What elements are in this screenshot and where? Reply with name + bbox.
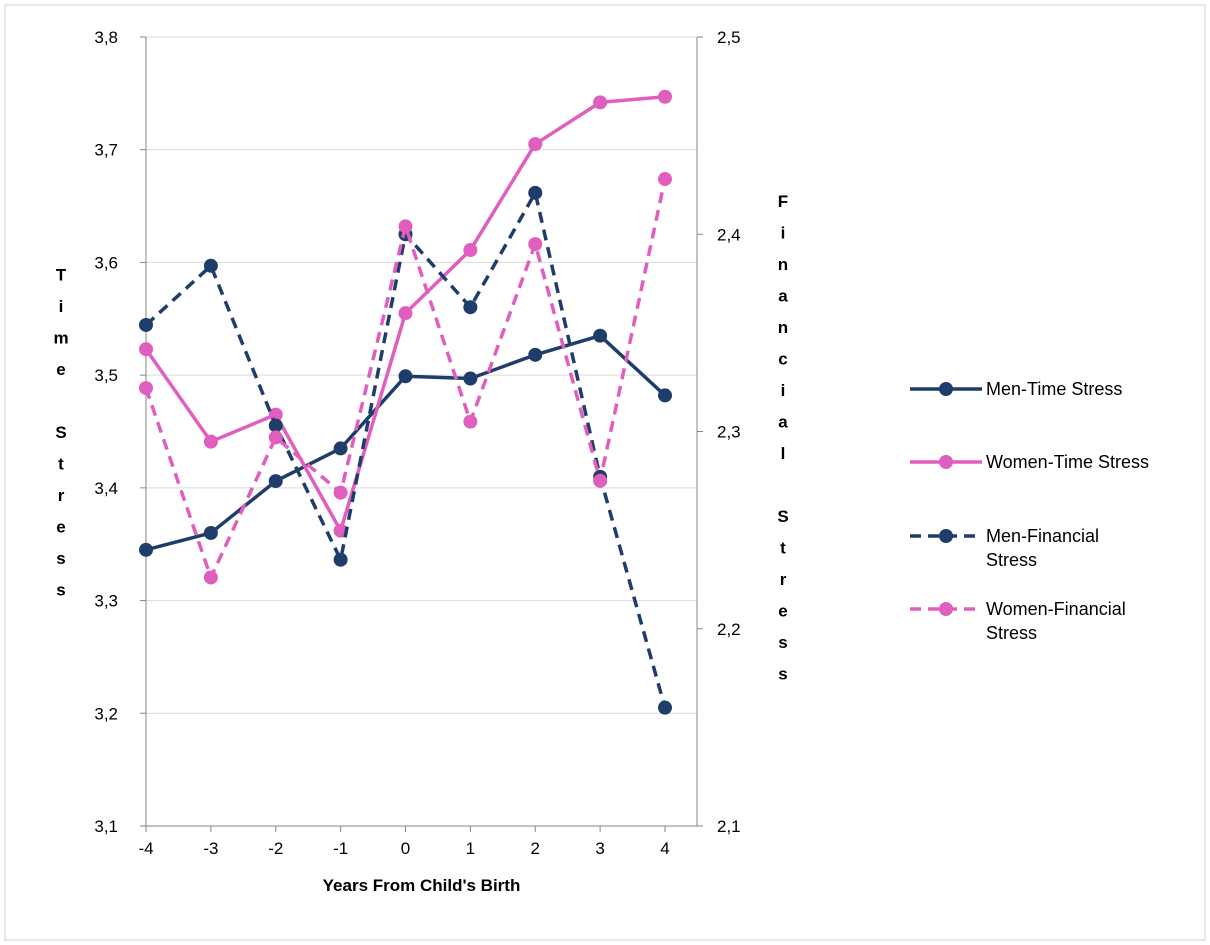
data-point bbox=[463, 243, 478, 258]
series-layer bbox=[139, 89, 672, 715]
legend-marker bbox=[939, 382, 953, 396]
data-point bbox=[139, 342, 153, 357]
data-point bbox=[398, 369, 413, 384]
legend-marker bbox=[939, 602, 953, 616]
data-point bbox=[139, 317, 153, 332]
legend-label: Women-Time Stress bbox=[986, 452, 1149, 472]
data-point bbox=[268, 474, 283, 489]
y-tick-label: 3,7 bbox=[94, 141, 118, 160]
data-point bbox=[463, 371, 478, 386]
x-tick-label: 0 bbox=[401, 839, 410, 858]
data-point bbox=[528, 185, 543, 200]
data-point bbox=[463, 414, 478, 429]
y2-tick-label: 2,5 bbox=[717, 28, 741, 47]
data-point bbox=[333, 552, 348, 567]
x-tick-label: 3 bbox=[595, 839, 604, 858]
data-point bbox=[528, 137, 543, 152]
y-tick-label: 3,2 bbox=[94, 704, 118, 723]
data-point bbox=[658, 172, 672, 187]
data-point bbox=[268, 418, 283, 433]
data-point bbox=[268, 430, 283, 445]
data-point bbox=[593, 473, 608, 488]
data-point bbox=[398, 219, 413, 234]
data-point bbox=[658, 700, 672, 715]
x-tick-label: -2 bbox=[268, 839, 283, 858]
data-point bbox=[658, 89, 672, 104]
legend-marker bbox=[939, 529, 953, 543]
legend-label: Women-Financial Stress bbox=[986, 599, 1126, 643]
data-point bbox=[203, 570, 218, 585]
data-point bbox=[203, 525, 218, 540]
legend-marker bbox=[939, 455, 953, 469]
x-tick-label: -1 bbox=[333, 839, 348, 858]
x-tick-label: -3 bbox=[203, 839, 218, 858]
legend-label: Men-Financial Stress bbox=[986, 526, 1099, 570]
data-point bbox=[593, 95, 608, 110]
data-point bbox=[203, 258, 218, 273]
gridlines bbox=[146, 36, 697, 714]
x-tick-label: 2 bbox=[531, 839, 540, 858]
data-point bbox=[593, 328, 608, 343]
x-axis-title: Years From Child's Birth bbox=[323, 876, 521, 895]
data-point bbox=[333, 485, 348, 500]
data-point bbox=[528, 347, 543, 362]
data-point bbox=[268, 407, 283, 422]
y2-tick-label: 2,3 bbox=[717, 423, 741, 442]
y2-tick-label: 2,1 bbox=[717, 817, 741, 836]
x-tick-label: 1 bbox=[466, 839, 475, 858]
y-tick-label: 3,6 bbox=[94, 253, 118, 272]
legend-label: Men-Time Stress bbox=[986, 379, 1122, 399]
axes: 3,1 3,2 3,3 3,4 3,5 3,6 3,7 3,8 2,1 2,2 2,3 2,4 2,5 -… bbox=[53, 28, 788, 895]
legend: Men-Time Stress Women-Time Stress Men-Fina… bbox=[910, 379, 1149, 643]
y-tick-label: 3,4 bbox=[94, 479, 118, 498]
data-point bbox=[139, 381, 153, 396]
data-point bbox=[528, 237, 543, 252]
y2-tick-label: 2,4 bbox=[717, 225, 741, 244]
data-point bbox=[139, 542, 153, 557]
data-point bbox=[333, 441, 348, 456]
y2-tick-label: 2,2 bbox=[717, 620, 741, 639]
data-point bbox=[658, 388, 672, 403]
x-tick-label: -4 bbox=[138, 839, 153, 858]
y-tick-label: 3,8 bbox=[94, 28, 118, 47]
x-tick-label: 4 bbox=[660, 839, 669, 858]
data-point bbox=[463, 300, 478, 315]
y-tick-label: 3,1 bbox=[94, 817, 118, 836]
data-point bbox=[398, 306, 413, 321]
y-tick-label: 3,3 bbox=[94, 592, 118, 611]
y-tick-label: 3,5 bbox=[94, 366, 118, 385]
data-point bbox=[203, 434, 218, 449]
